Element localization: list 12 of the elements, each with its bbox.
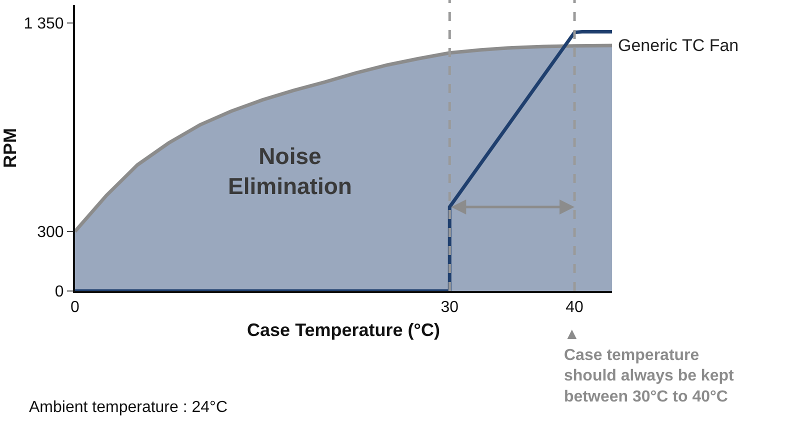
annotation: Noise Elimination [228, 143, 352, 199]
x-tick-label: 40 [566, 299, 584, 316]
annotation: ▲ Case temperature should always be kept between 30°C to 40°C [564, 326, 734, 406]
y-tick-label: 300 [37, 224, 64, 242]
x-tick-label: 0 [70, 299, 80, 316]
series-label: Generic TC Fan [618, 36, 739, 55]
y-tick-label: 1 350 [24, 15, 64, 32]
y-tick-label: 0 [54, 284, 64, 301]
x-axis-title: Case Temperature (°C) [247, 320, 440, 340]
text: Ambient temperature : 24°C [29, 399, 228, 416]
y-axis-title: RPM [0, 128, 20, 168]
x-tick-label: 30 [440, 299, 459, 316]
